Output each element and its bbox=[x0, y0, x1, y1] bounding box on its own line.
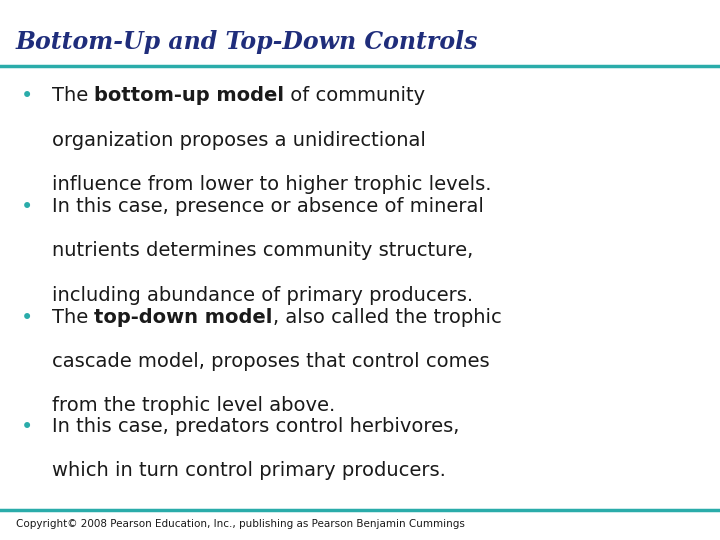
Text: •: • bbox=[21, 197, 34, 217]
Text: Bottom-Up and Top-Down Controls: Bottom-Up and Top-Down Controls bbox=[16, 30, 478, 53]
Text: •: • bbox=[21, 308, 34, 328]
Text: top-down model: top-down model bbox=[94, 308, 273, 327]
Text: including abundance of primary producers.: including abundance of primary producers… bbox=[52, 286, 473, 305]
Text: cascade model, proposes that control comes: cascade model, proposes that control com… bbox=[52, 352, 490, 371]
Text: In this case, predators control herbivores,: In this case, predators control herbivor… bbox=[52, 417, 459, 436]
Text: from the trophic level above.: from the trophic level above. bbox=[52, 396, 335, 415]
Text: influence from lower to higher trophic levels.: influence from lower to higher trophic l… bbox=[52, 175, 491, 194]
Text: bottom-up model: bottom-up model bbox=[94, 86, 284, 105]
Text: of community: of community bbox=[284, 86, 426, 105]
Text: Copyright© 2008 Pearson Education, Inc., publishing as Pearson Benjamin Cummings: Copyright© 2008 Pearson Education, Inc.,… bbox=[16, 519, 464, 530]
Text: The: The bbox=[52, 308, 94, 327]
Text: organization proposes a unidirectional: organization proposes a unidirectional bbox=[52, 131, 426, 150]
Text: In this case, presence or absence of mineral: In this case, presence or absence of min… bbox=[52, 197, 484, 216]
Text: , also called the trophic: , also called the trophic bbox=[273, 308, 501, 327]
Text: nutrients determines community structure,: nutrients determines community structure… bbox=[52, 241, 473, 260]
Text: The: The bbox=[52, 86, 94, 105]
Text: •: • bbox=[21, 86, 34, 106]
Text: which in turn control primary producers.: which in turn control primary producers. bbox=[52, 461, 446, 480]
Text: •: • bbox=[21, 417, 34, 437]
